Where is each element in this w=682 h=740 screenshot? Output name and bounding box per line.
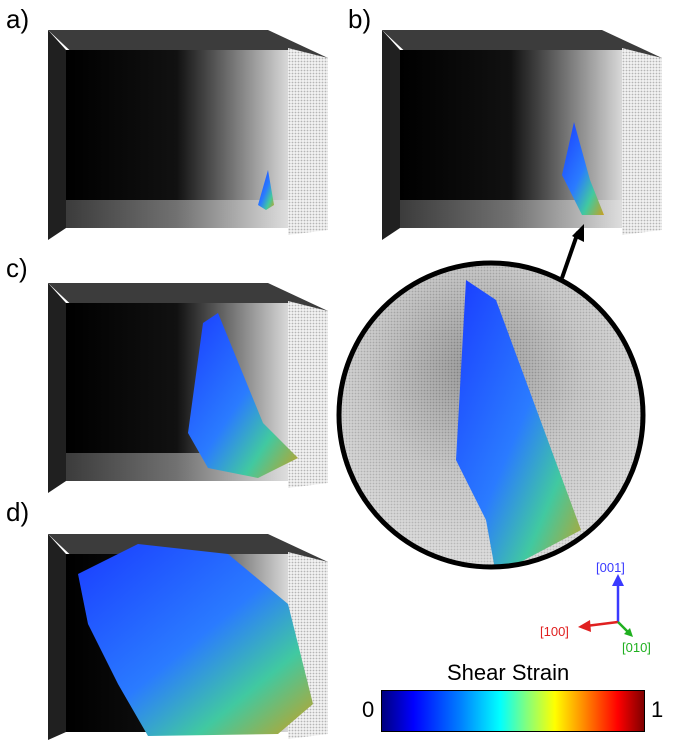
strain-region-a [258, 170, 274, 210]
colorbar [381, 690, 645, 732]
axis-label-001: [001] [596, 560, 625, 575]
axis-label-010: [010] [622, 640, 651, 655]
colorbar-min-label: 0 [362, 697, 375, 722]
strain-region-c [188, 313, 298, 478]
strain-region-b [562, 122, 604, 215]
simulation-box-b [382, 30, 662, 240]
simulation-box-d [48, 534, 328, 740]
strain-region-d [78, 544, 313, 736]
simulation-box-a [48, 30, 328, 240]
panel-label-a: a) [6, 4, 30, 34]
panel-label-b: b) [348, 4, 372, 34]
crystal-axes: [001] [100] [010] [540, 560, 651, 655]
colorbar-max-label: 1 [651, 697, 664, 722]
panel-label-c: c) [6, 253, 28, 283]
axis-label-100: [100] [540, 624, 569, 639]
zoom-inset [336, 260, 646, 570]
colorbar-title: Shear Strain [447, 660, 570, 685]
simulation-box-c [48, 283, 328, 493]
zoom-pointer-arrow [560, 224, 584, 279]
panel-label-d: d) [6, 497, 30, 527]
